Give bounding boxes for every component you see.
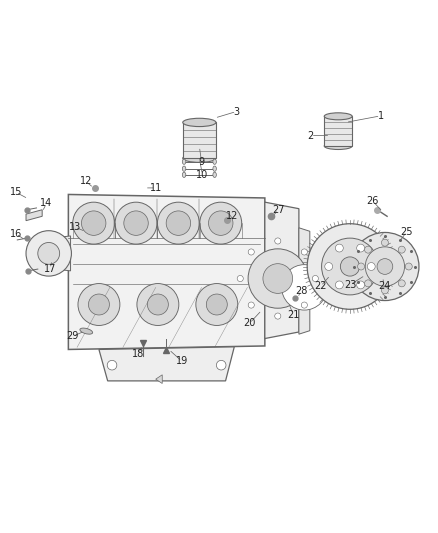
Circle shape xyxy=(398,280,405,287)
Circle shape xyxy=(307,224,393,309)
Ellipse shape xyxy=(182,172,186,177)
Ellipse shape xyxy=(324,113,352,120)
Circle shape xyxy=(248,249,254,255)
Text: 21: 21 xyxy=(287,310,300,319)
Circle shape xyxy=(381,239,389,246)
Circle shape xyxy=(263,264,293,293)
Circle shape xyxy=(157,202,199,244)
Ellipse shape xyxy=(182,159,186,164)
Text: 18: 18 xyxy=(132,349,145,359)
Circle shape xyxy=(321,238,378,295)
Text: 13: 13 xyxy=(69,222,81,232)
Polygon shape xyxy=(155,375,162,384)
Text: 11: 11 xyxy=(149,183,162,193)
Ellipse shape xyxy=(213,166,216,171)
Text: 15: 15 xyxy=(10,187,22,197)
Polygon shape xyxy=(183,123,216,158)
Ellipse shape xyxy=(213,159,216,164)
Circle shape xyxy=(26,231,71,276)
Text: 16: 16 xyxy=(10,229,22,239)
Circle shape xyxy=(377,259,393,274)
Text: 26: 26 xyxy=(367,196,379,206)
Text: 17: 17 xyxy=(44,264,56,273)
Circle shape xyxy=(312,276,318,281)
Polygon shape xyxy=(299,228,310,334)
Circle shape xyxy=(124,211,148,236)
Circle shape xyxy=(78,284,120,326)
Polygon shape xyxy=(324,116,352,146)
Text: 14: 14 xyxy=(40,198,53,208)
Polygon shape xyxy=(265,202,299,338)
Circle shape xyxy=(351,232,419,301)
Ellipse shape xyxy=(80,328,92,334)
Circle shape xyxy=(282,265,327,310)
Circle shape xyxy=(301,249,307,255)
Ellipse shape xyxy=(213,172,216,177)
Text: 29: 29 xyxy=(67,332,79,341)
Circle shape xyxy=(398,246,405,253)
Text: 1: 1 xyxy=(378,111,384,121)
Text: 22: 22 xyxy=(314,281,327,291)
Circle shape xyxy=(200,202,242,244)
Circle shape xyxy=(208,211,233,236)
Text: 24: 24 xyxy=(378,281,390,291)
Circle shape xyxy=(336,244,343,252)
Circle shape xyxy=(166,211,191,236)
Text: 19: 19 xyxy=(176,356,188,366)
Circle shape xyxy=(248,302,254,308)
Polygon shape xyxy=(68,195,265,350)
Text: 3: 3 xyxy=(233,107,240,117)
Circle shape xyxy=(367,263,375,270)
Circle shape xyxy=(340,257,360,276)
Circle shape xyxy=(301,302,307,308)
Circle shape xyxy=(357,281,364,289)
Circle shape xyxy=(137,284,179,326)
Circle shape xyxy=(107,360,117,370)
Circle shape xyxy=(248,249,307,308)
Circle shape xyxy=(115,202,157,244)
Circle shape xyxy=(357,263,364,270)
Ellipse shape xyxy=(183,154,216,163)
Text: 12: 12 xyxy=(226,211,238,221)
Text: 28: 28 xyxy=(295,286,307,295)
Text: 23: 23 xyxy=(344,280,356,290)
Circle shape xyxy=(405,263,412,270)
Circle shape xyxy=(38,243,60,264)
Circle shape xyxy=(81,211,106,236)
Text: 25: 25 xyxy=(400,227,413,237)
Polygon shape xyxy=(32,236,71,271)
Circle shape xyxy=(196,284,238,326)
Circle shape xyxy=(275,238,281,244)
Ellipse shape xyxy=(182,166,186,171)
Text: 10: 10 xyxy=(196,170,208,180)
Polygon shape xyxy=(99,347,234,381)
Ellipse shape xyxy=(183,118,216,126)
Circle shape xyxy=(381,287,389,294)
Text: 27: 27 xyxy=(272,205,285,215)
Circle shape xyxy=(325,263,332,270)
Circle shape xyxy=(336,281,343,289)
Ellipse shape xyxy=(324,142,352,149)
Text: 12: 12 xyxy=(80,176,92,187)
Circle shape xyxy=(364,280,371,287)
Circle shape xyxy=(365,247,405,286)
Circle shape xyxy=(88,294,110,315)
Circle shape xyxy=(148,294,168,315)
Circle shape xyxy=(275,313,281,319)
Text: 9: 9 xyxy=(198,157,205,167)
Circle shape xyxy=(364,246,371,253)
Circle shape xyxy=(73,202,115,244)
Text: 2: 2 xyxy=(307,131,314,141)
Circle shape xyxy=(216,360,226,370)
Text: 20: 20 xyxy=(244,318,256,328)
Circle shape xyxy=(357,244,364,252)
Circle shape xyxy=(237,276,243,281)
Polygon shape xyxy=(26,210,42,221)
Circle shape xyxy=(206,294,227,315)
